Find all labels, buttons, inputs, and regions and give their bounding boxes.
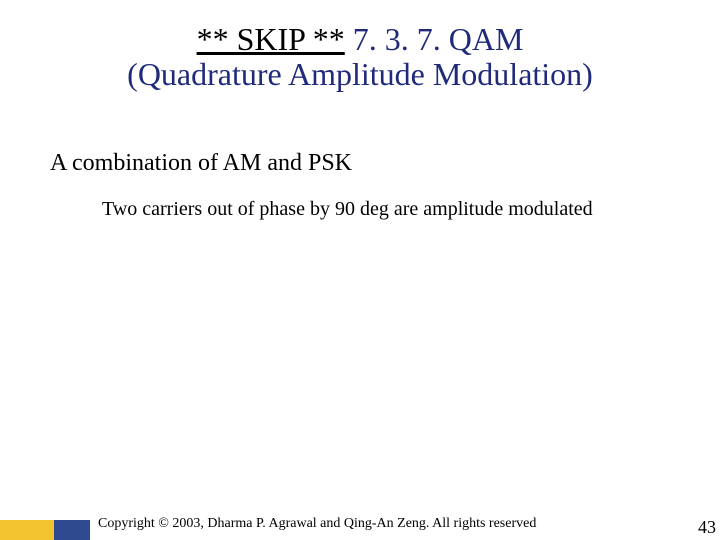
copyright-text: Copyright © 2003, Dharma P. Agrawal and … <box>98 516 536 532</box>
footer-bar: Copyright © 2003, Dharma P. Agrawal and … <box>0 510 720 540</box>
title-heading-part1: 7. 3. 7. QAM <box>345 21 524 57</box>
title-line-1: ** SKIP ** 7. 3. 7. QAM <box>50 22 670 57</box>
title-block: ** SKIP ** 7. 3. 7. QAM (Quadrature Ampl… <box>50 22 670 92</box>
footer-accent-blue <box>54 520 90 540</box>
skip-marker: ** SKIP ** <box>197 21 345 57</box>
body-line-1: A combination of AM and PSK <box>50 150 352 177</box>
title-line-2: (Quadrature Amplitude Modulation) <box>50 57 670 92</box>
body-line-2: Two carriers out of phase by 90 deg are … <box>102 198 593 221</box>
footer-accent-yellow <box>0 520 54 540</box>
page-number: 43 <box>698 517 716 538</box>
slide-container: ** SKIP ** 7. 3. 7. QAM (Quadrature Ampl… <box>0 0 720 540</box>
